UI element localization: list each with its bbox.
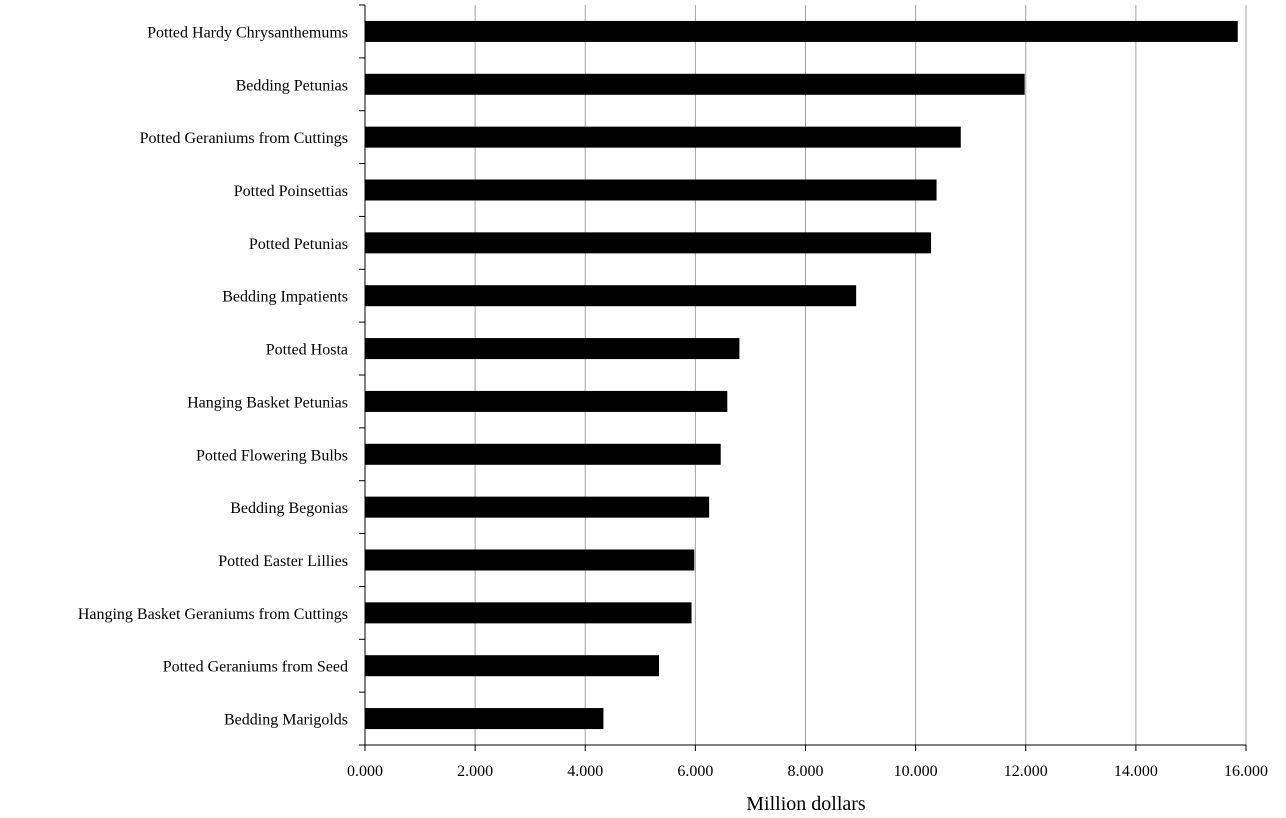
category-label: Hanging Basket Geraniums from Cuttings <box>78 606 348 623</box>
x-tick-label: 16.000 <box>1224 763 1268 780</box>
axes <box>359 4 1247 751</box>
bar <box>365 126 961 148</box>
category-label: Potted Flowering Bulbs <box>196 447 348 464</box>
category-label: Potted Hardy Chrysanthemums <box>147 24 348 41</box>
bar <box>365 496 710 518</box>
x-tick-label: 4.000 <box>567 763 603 780</box>
category-label: Potted Poinsettias <box>234 183 348 200</box>
x-tick-label: 6.000 <box>677 763 713 780</box>
category-label: Potted Geraniums from Seed <box>163 659 348 676</box>
bar <box>365 443 721 465</box>
category-label: Hanging Basket Petunias <box>187 394 348 411</box>
bar <box>365 232 932 254</box>
x-axis-title: Million dollars <box>746 793 866 815</box>
category-labels: Potted Hardy Chrysanthemums Bedding Petun… <box>78 24 348 728</box>
x-tick-labels: 0.000 2.000 4.000 6.000 8.000 10.000 12.000 14.… <box>347 763 1268 780</box>
x-tick-label: 14.000 <box>1114 763 1158 780</box>
category-label: Bedding Impatients <box>222 289 348 306</box>
category-label: Bedding Marigolds <box>224 712 348 729</box>
bar <box>365 20 1238 42</box>
bar <box>365 602 692 624</box>
category-label: Bedding Begonias <box>230 500 348 517</box>
bar <box>365 73 1025 95</box>
bar <box>365 285 857 307</box>
x-tick-label: 0.000 <box>347 763 383 780</box>
bar <box>365 549 695 571</box>
x-tick-label: 2.000 <box>457 763 493 780</box>
bar <box>365 179 937 201</box>
category-label: Potted Petunias <box>249 236 348 253</box>
bars <box>365 20 1238 730</box>
gridlines <box>474 5 1247 745</box>
category-label: Potted Geraniums from Cuttings <box>140 130 348 147</box>
category-label: Bedding Petunias <box>236 77 348 94</box>
bar <box>365 655 660 677</box>
x-tick-label: 12.000 <box>1004 763 1048 780</box>
bar <box>365 708 604 730</box>
category-label: Potted Easter Lillies <box>218 553 348 570</box>
bar <box>365 338 740 360</box>
category-label: Potted Hosta <box>266 342 348 359</box>
bar <box>365 390 728 412</box>
x-tick-label: 8.000 <box>788 763 824 780</box>
x-tick-label: 10.000 <box>894 763 938 780</box>
